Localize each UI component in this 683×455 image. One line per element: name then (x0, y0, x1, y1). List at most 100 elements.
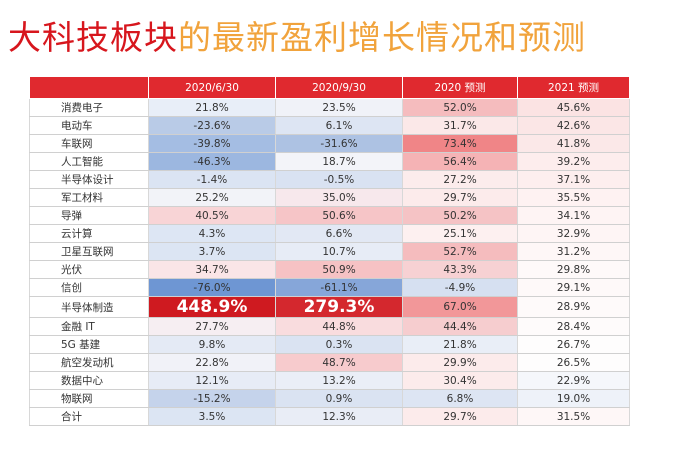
value-cell: 40.5% (148, 206, 276, 225)
value-cell: 41.8% (517, 134, 630, 153)
value-cell: -23.6% (148, 116, 276, 135)
row-label: 电动车 (29, 116, 149, 135)
value-cell: 27.2% (402, 170, 518, 189)
value-cell: 6.6% (275, 224, 403, 243)
value-cell: 52.7% (402, 242, 518, 261)
table-row: 军工材料 25.2% 35.0% 29.7% 35.5% (29, 188, 630, 207)
table-row: 卫星互联网 3.7% 10.7% 52.7% 31.2% (29, 242, 630, 261)
value-cell: 67.0% (402, 296, 518, 318)
value-cell: 13.2% (275, 371, 403, 390)
value-cell: -46.3% (148, 152, 276, 171)
row-label: 航空发动机 (29, 353, 149, 372)
page-title: 大科技板块的最新盈利增长情况和预测 (8, 16, 586, 60)
value-cell: 22.9% (517, 371, 630, 390)
value-cell: 29.1% (517, 278, 630, 297)
value-cell: 448.9% (148, 296, 276, 318)
row-label: 5G 基建 (29, 335, 149, 354)
row-label: 合计 (29, 407, 149, 426)
value-cell: 4.3% (148, 224, 276, 243)
row-label: 导弹 (29, 206, 149, 225)
value-cell: 50.6% (275, 206, 403, 225)
value-cell: 35.5% (517, 188, 630, 207)
table-row: 云计算 4.3% 6.6% 25.1% 32.9% (29, 224, 630, 243)
value-cell: -4.9% (402, 278, 518, 297)
value-cell: 31.2% (517, 242, 630, 261)
table-row: 导弹 40.5% 50.6% 50.2% 34.1% (29, 206, 630, 225)
value-cell: 12.1% (148, 371, 276, 390)
value-cell: -61.1% (275, 278, 403, 297)
value-cell: 42.6% (517, 116, 630, 135)
value-cell: 26.7% (517, 335, 630, 354)
value-cell: 22.8% (148, 353, 276, 372)
value-cell: -0.5% (275, 170, 403, 189)
value-cell: 10.7% (275, 242, 403, 261)
value-cell: 31.5% (517, 407, 630, 426)
value-cell: 52.0% (402, 98, 518, 117)
value-cell: 6.1% (275, 116, 403, 135)
table-header-row: 2020/6/30 2020/9/30 2020 预测 2021 预测 (29, 76, 630, 99)
row-label: 半导体制造 (29, 296, 149, 318)
table-row: 车联网 -39.8% -31.6% 73.4% 41.8% (29, 134, 630, 153)
row-label: 物联网 (29, 389, 149, 408)
row-label: 云计算 (29, 224, 149, 243)
row-label: 军工材料 (29, 188, 149, 207)
value-cell: 50.9% (275, 260, 403, 279)
value-cell: 0.3% (275, 335, 403, 354)
row-label: 金融 IT (29, 317, 149, 336)
value-cell: 0.9% (275, 389, 403, 408)
value-cell: 35.0% (275, 188, 403, 207)
table-row: 半导体设计 -1.4% -0.5% 27.2% 37.1% (29, 170, 630, 189)
value-cell: 56.4% (402, 152, 518, 171)
table-row: 金融 IT 27.7% 44.8% 44.4% 28.4% (29, 317, 630, 336)
title-rest: 的最新盈利增长情况和预测 (178, 18, 586, 57)
value-cell: 48.7% (275, 353, 403, 372)
value-cell: 34.7% (148, 260, 276, 279)
value-cell: 30.4% (402, 371, 518, 390)
value-cell: 28.9% (517, 296, 630, 318)
value-cell: -31.6% (275, 134, 403, 153)
table-row: 航空发动机 22.8% 48.7% 29.9% 26.5% (29, 353, 630, 372)
table-row: 半导体制造 448.9% 279.3% 67.0% 28.9% (29, 296, 630, 318)
value-cell: 18.7% (275, 152, 403, 171)
row-label: 消费电子 (29, 98, 149, 117)
value-cell: 29.7% (402, 407, 518, 426)
value-cell: 25.2% (148, 188, 276, 207)
value-cell: 26.5% (517, 353, 630, 372)
value-cell: 3.5% (148, 407, 276, 426)
value-cell: 34.1% (517, 206, 630, 225)
value-cell: -15.2% (148, 389, 276, 408)
table-row: 5G 基建 9.8% 0.3% 21.8% 26.7% (29, 335, 630, 354)
value-cell: 279.3% (275, 296, 403, 318)
earnings-table: 2020/6/30 2020/9/30 2020 预测 2021 预测 消费电子… (29, 76, 630, 426)
value-cell: 23.5% (275, 98, 403, 117)
header-cell: 2020 预测 (402, 76, 518, 99)
value-cell: 50.2% (402, 206, 518, 225)
value-cell: 21.8% (402, 335, 518, 354)
header-cell (29, 76, 149, 99)
row-label: 半导体设计 (29, 170, 149, 189)
value-cell: 29.8% (517, 260, 630, 279)
value-cell: 31.7% (402, 116, 518, 135)
value-cell: 39.2% (517, 152, 630, 171)
value-cell: -76.0% (148, 278, 276, 297)
table-row: 合计 3.5% 12.3% 29.7% 31.5% (29, 407, 630, 426)
header-cell: 2020/6/30 (148, 76, 276, 99)
value-cell: 28.4% (517, 317, 630, 336)
table-row: 电动车 -23.6% 6.1% 31.7% 42.6% (29, 116, 630, 135)
table-row: 信创 -76.0% -61.1% -4.9% 29.1% (29, 278, 630, 297)
value-cell: 21.8% (148, 98, 276, 117)
value-cell: 29.9% (402, 353, 518, 372)
value-cell: 29.7% (402, 188, 518, 207)
value-cell: 19.0% (517, 389, 630, 408)
table-row: 物联网 -15.2% 0.9% 6.8% 19.0% (29, 389, 630, 408)
row-label: 车联网 (29, 134, 149, 153)
table-row: 数据中心 12.1% 13.2% 30.4% 22.9% (29, 371, 630, 390)
header-cell: 2020/9/30 (275, 76, 403, 99)
table-row: 光伏 34.7% 50.9% 43.3% 29.8% (29, 260, 630, 279)
value-cell: 44.4% (402, 317, 518, 336)
value-cell: 3.7% (148, 242, 276, 261)
row-label: 信创 (29, 278, 149, 297)
value-cell: 73.4% (402, 134, 518, 153)
value-cell: 37.1% (517, 170, 630, 189)
value-cell: 44.8% (275, 317, 403, 336)
